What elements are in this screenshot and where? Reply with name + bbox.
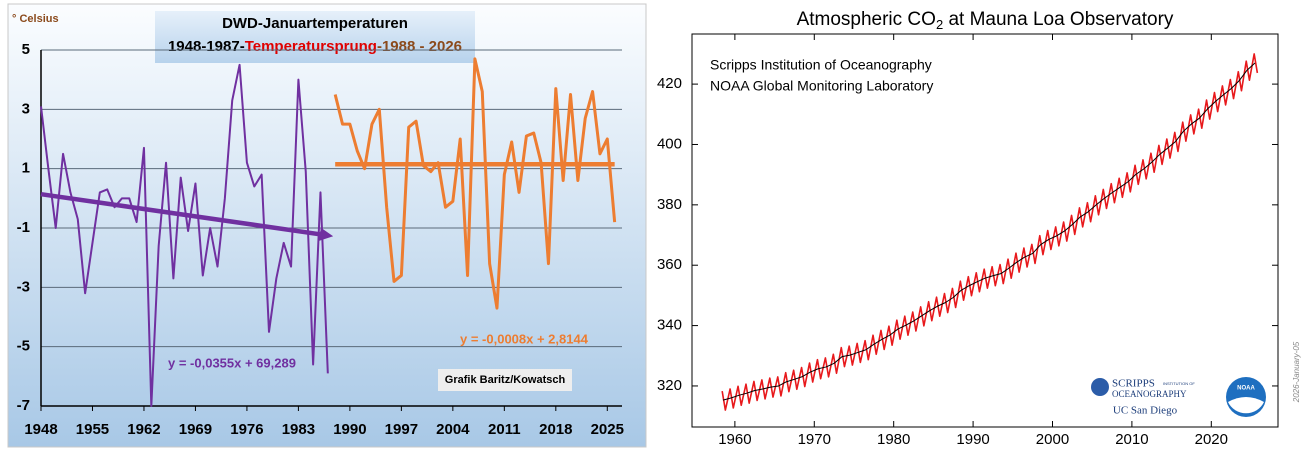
logo-text: OCEANOGRAPHY: [1112, 389, 1187, 399]
source-text: Scripps Institution of Oceanography: [710, 57, 932, 73]
credit-box: [438, 369, 572, 391]
y-tick-label: 380: [657, 196, 682, 213]
subtitle-part: -1988 - 2026: [377, 38, 462, 55]
y-tick-label: 340: [657, 317, 682, 334]
y-tick-label: 360: [657, 256, 682, 273]
annotation: y = -0,0008x + 2,8144: [460, 331, 589, 346]
y-tick-label: -3: [17, 278, 30, 295]
x-tick-label: 1990: [333, 421, 366, 438]
x-tick-label: 2025: [591, 421, 624, 438]
annotation: Grafik Baritz/Kowatsch: [445, 374, 566, 386]
chart-subtitle: 1948-1987-Temperatursprung-1988 - 2026: [168, 38, 462, 55]
x-tick-label: 2011: [488, 421, 521, 438]
logo-text: INSTITUTION OF: [1163, 381, 1195, 386]
source-text: NOAA Global Monitoring Laboratory: [710, 78, 933, 94]
chart-title: Atmospheric CO2 at Mauna Loa Observatory: [797, 9, 1174, 32]
x-tick-label: 1948: [24, 421, 57, 438]
y-tick-label: 400: [657, 135, 682, 152]
annotation: y = -0,0355x + 69,289: [168, 355, 296, 370]
scripps-logo-icon: [1091, 378, 1109, 396]
title-part: at Mauna Loa Observatory: [943, 9, 1174, 30]
title-box: [155, 11, 475, 63]
plot-frame: [691, 33, 1279, 428]
y-tick-label: 3: [22, 100, 30, 117]
x-tick-label: 2018: [539, 421, 572, 438]
logo-text: UC San Diego: [1113, 405, 1178, 417]
x-tick-label: 2010: [1115, 431, 1148, 448]
x-tick-label: 1960: [718, 431, 751, 448]
date-label: 2026-January-05: [1292, 341, 1301, 403]
x-tick-label: 1997: [385, 421, 418, 438]
x-tick-label: 1983: [282, 421, 315, 438]
x-tick-label: 1976: [230, 421, 263, 438]
y-tick-label: -7: [17, 397, 30, 414]
y-tick-label: -5: [17, 338, 30, 355]
x-tick-label: 1969: [179, 421, 212, 438]
subtitle-part: 1948-1987-: [168, 38, 245, 55]
chart-title: DWD-Januartemperaturen: [222, 15, 408, 32]
x-tick-label: 1955: [76, 421, 109, 438]
x-tick-label: 2004: [436, 421, 470, 438]
x-tick-label: 1970: [798, 431, 831, 448]
y-tick-label: 320: [657, 377, 682, 394]
title-part: Atmospheric CO: [797, 9, 936, 30]
data-line: [333, 57, 617, 310]
x-tick-label: 2000: [1036, 431, 1069, 448]
trend-line: [40, 191, 334, 241]
y-tick-label: 1: [22, 160, 30, 177]
data-line: [40, 63, 329, 407]
x-tick-label: 2020: [1195, 431, 1228, 448]
data-line: [722, 62, 1256, 401]
x-tick-label: 1980: [877, 431, 910, 448]
noaa-logo-wave: [1228, 397, 1264, 414]
data-line: [721, 53, 1259, 411]
y-axis-label: ° Celsius: [12, 13, 59, 25]
subtitle-part: Temperatursprung: [245, 38, 377, 55]
logo-text: NOAA: [1237, 386, 1255, 392]
y-tick-label: 5: [22, 41, 30, 58]
x-tick-label: 1962: [127, 421, 160, 438]
title-part: 2: [936, 17, 943, 32]
logo-text: SCRIPPS: [1112, 378, 1155, 390]
y-tick-label: 420: [657, 75, 682, 92]
x-tick-label: 1990: [956, 431, 989, 448]
y-tick-label: -1: [17, 219, 30, 236]
